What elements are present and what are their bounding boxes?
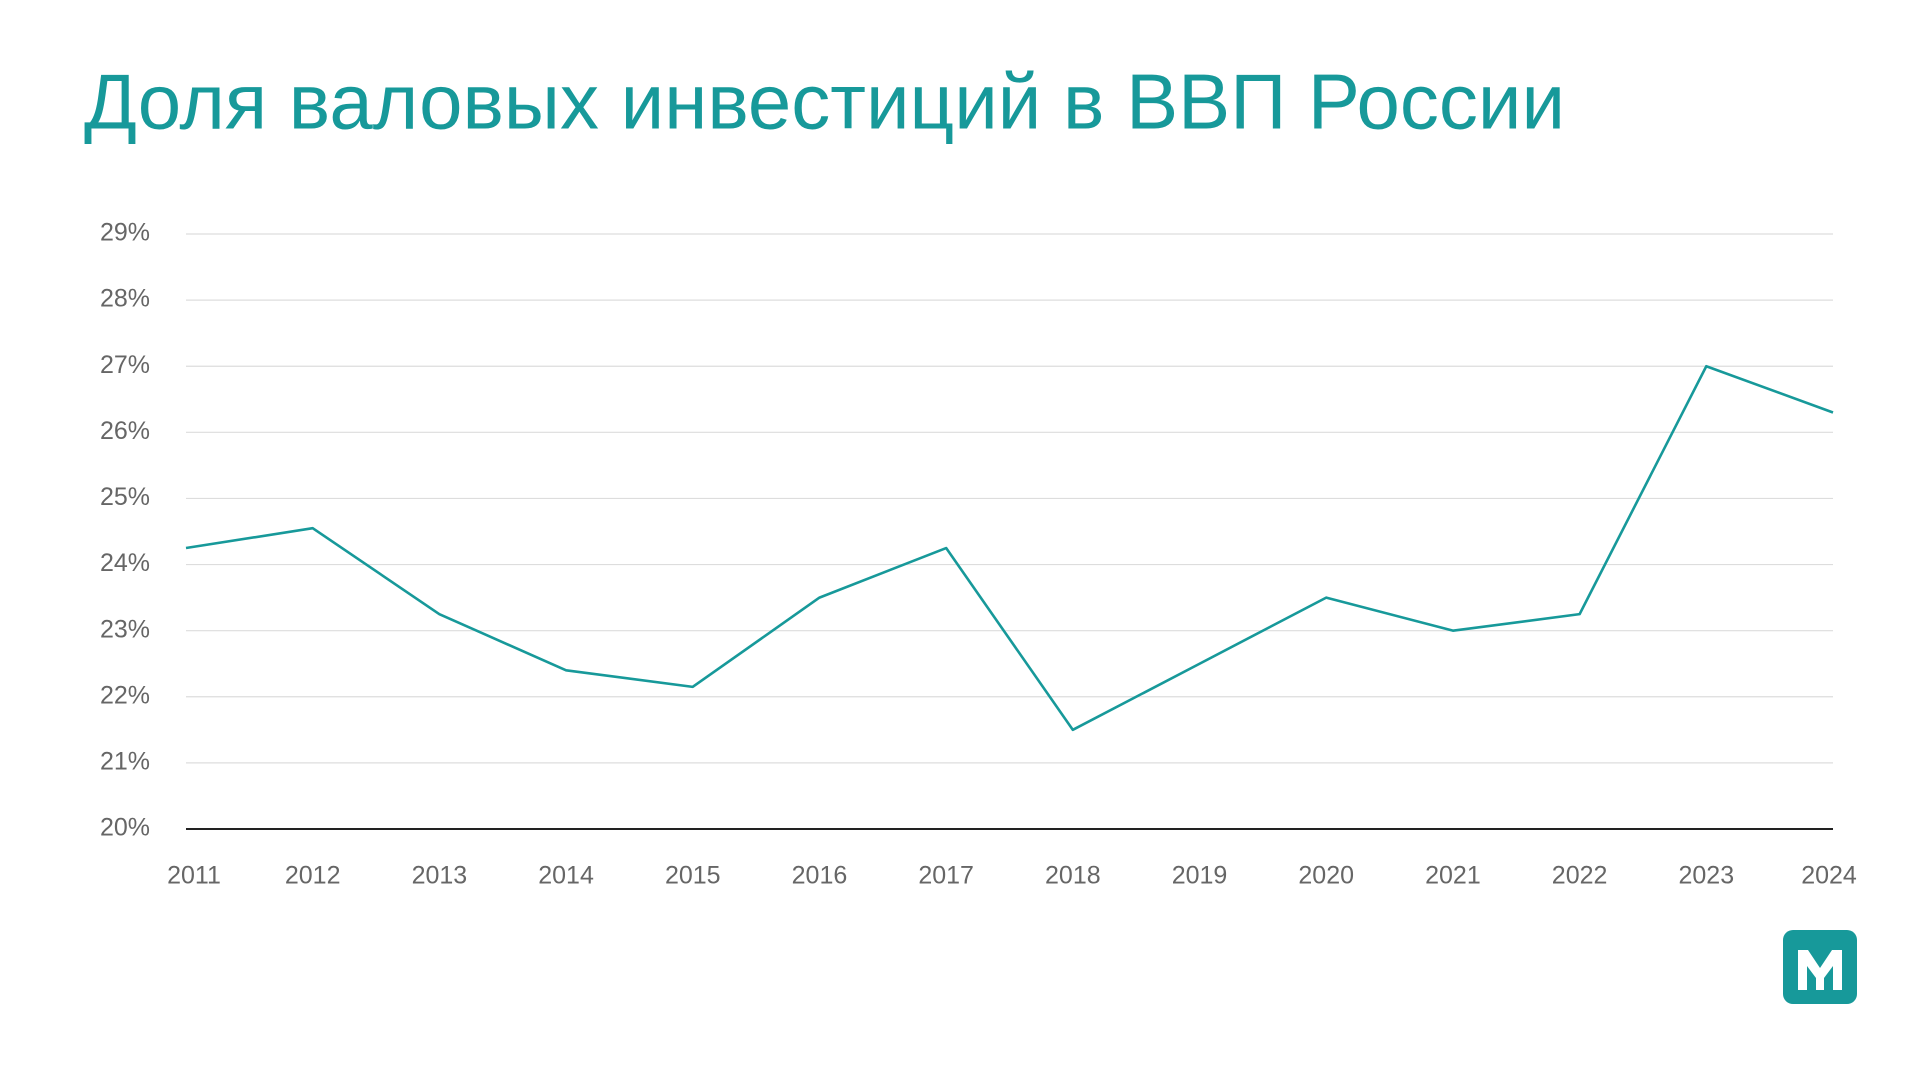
y-tick-label: 28% (100, 285, 150, 313)
y-tick-label: 23% (100, 615, 150, 643)
x-tick-label: 2016 (792, 862, 848, 890)
chart-title: Доля валовых инвестиций в ВВП России (84, 58, 1565, 146)
x-tick-label: 2023 (1678, 862, 1734, 890)
x-tick-label: 2014 (538, 862, 594, 890)
x-tick-label: 2011 (167, 862, 221, 890)
x-tick-label: 2021 (1425, 862, 1481, 890)
x-tick-label: 2020 (1298, 862, 1354, 890)
x-tick-label: 2013 (412, 862, 468, 890)
y-tick-label: 20% (100, 814, 150, 842)
line-series (185, 364, 1834, 732)
x-tick-label: 2012 (285, 862, 341, 890)
y-tick-label: 26% (100, 417, 150, 445)
logo (1783, 930, 1857, 1004)
y-tick-label: 27% (100, 351, 150, 379)
y-tick-label: 21% (100, 747, 150, 775)
x-tick-label: 2015 (665, 862, 721, 890)
x-tick-label: 2022 (1552, 862, 1608, 890)
y-tick-label: 24% (100, 549, 150, 577)
x-tick-label: 2018 (1045, 862, 1101, 890)
x-tick-label: 2024 (1801, 862, 1857, 890)
x-tick-label: 2017 (918, 862, 974, 890)
logo-mark (1798, 950, 1842, 990)
y-tick-label: 25% (100, 483, 150, 511)
logo-box (1783, 930, 1857, 1004)
x-tick-label: 2019 (1172, 862, 1228, 890)
y-tick-label: 29% (100, 219, 150, 247)
y-tick-label: 22% (100, 681, 150, 709)
